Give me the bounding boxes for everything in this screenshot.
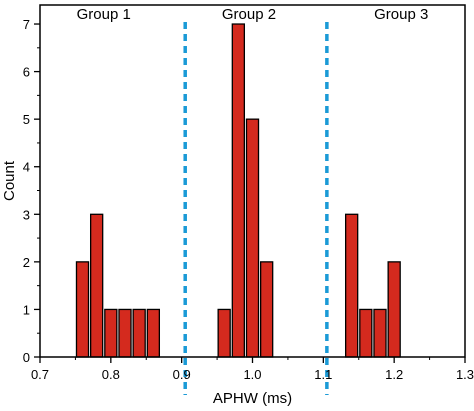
bar-4 xyxy=(132,308,146,358)
x-tick-label-5: 1.2 xyxy=(385,367,403,382)
bars-layer xyxy=(75,23,401,358)
x-axis-label: APHW (ms) xyxy=(213,390,292,407)
bar-0 xyxy=(75,261,90,358)
bar-1 xyxy=(89,213,104,358)
y-tick-label-4: 4 xyxy=(23,160,30,175)
bar-10 xyxy=(344,213,359,358)
bar-7 xyxy=(231,23,246,358)
bar-6 xyxy=(217,308,231,358)
bar-5 xyxy=(146,308,161,358)
y-tick-label-3: 3 xyxy=(23,207,30,222)
group-label-3: Group 3 xyxy=(374,6,428,23)
group-label-2: Group 2 xyxy=(222,6,276,23)
y-tick-label-5: 5 xyxy=(23,112,30,127)
y-tick-label-2: 2 xyxy=(23,255,30,270)
y-tick-label-0: 0 xyxy=(23,350,30,365)
bar-13 xyxy=(387,261,401,358)
x-tick-label-2: 0.9 xyxy=(173,367,191,382)
bar-2 xyxy=(104,308,118,358)
bar-3 xyxy=(118,308,132,358)
bar-9 xyxy=(259,261,274,358)
bar-8 xyxy=(245,118,260,358)
group-label-1: Group 1 xyxy=(77,6,131,23)
bar-12 xyxy=(373,308,387,358)
group-dividers xyxy=(183,22,329,395)
x-tick-label-4: 1.1 xyxy=(314,367,332,382)
group-labels: Group 1 Group 2 Group 3 xyxy=(77,6,429,23)
x-tick-label-1: 0.8 xyxy=(102,367,120,382)
y-tick-label-7: 7 xyxy=(23,17,30,32)
x-tick-label-0: 0.7 xyxy=(31,367,49,382)
x-tick-label-3: 1.0 xyxy=(243,367,261,382)
y-axis-label: Count xyxy=(1,160,18,201)
bar-11 xyxy=(359,308,373,358)
axes: 0.7 0.8 0.9 1.0 1.1 1.2 1.3 0 1 2 3 4 5 6 7 xyxy=(23,4,474,382)
y-tick-label-1: 1 xyxy=(23,302,30,317)
y-tick-label-6: 6 xyxy=(23,65,30,80)
x-tick-label-6: 1.3 xyxy=(456,367,474,382)
